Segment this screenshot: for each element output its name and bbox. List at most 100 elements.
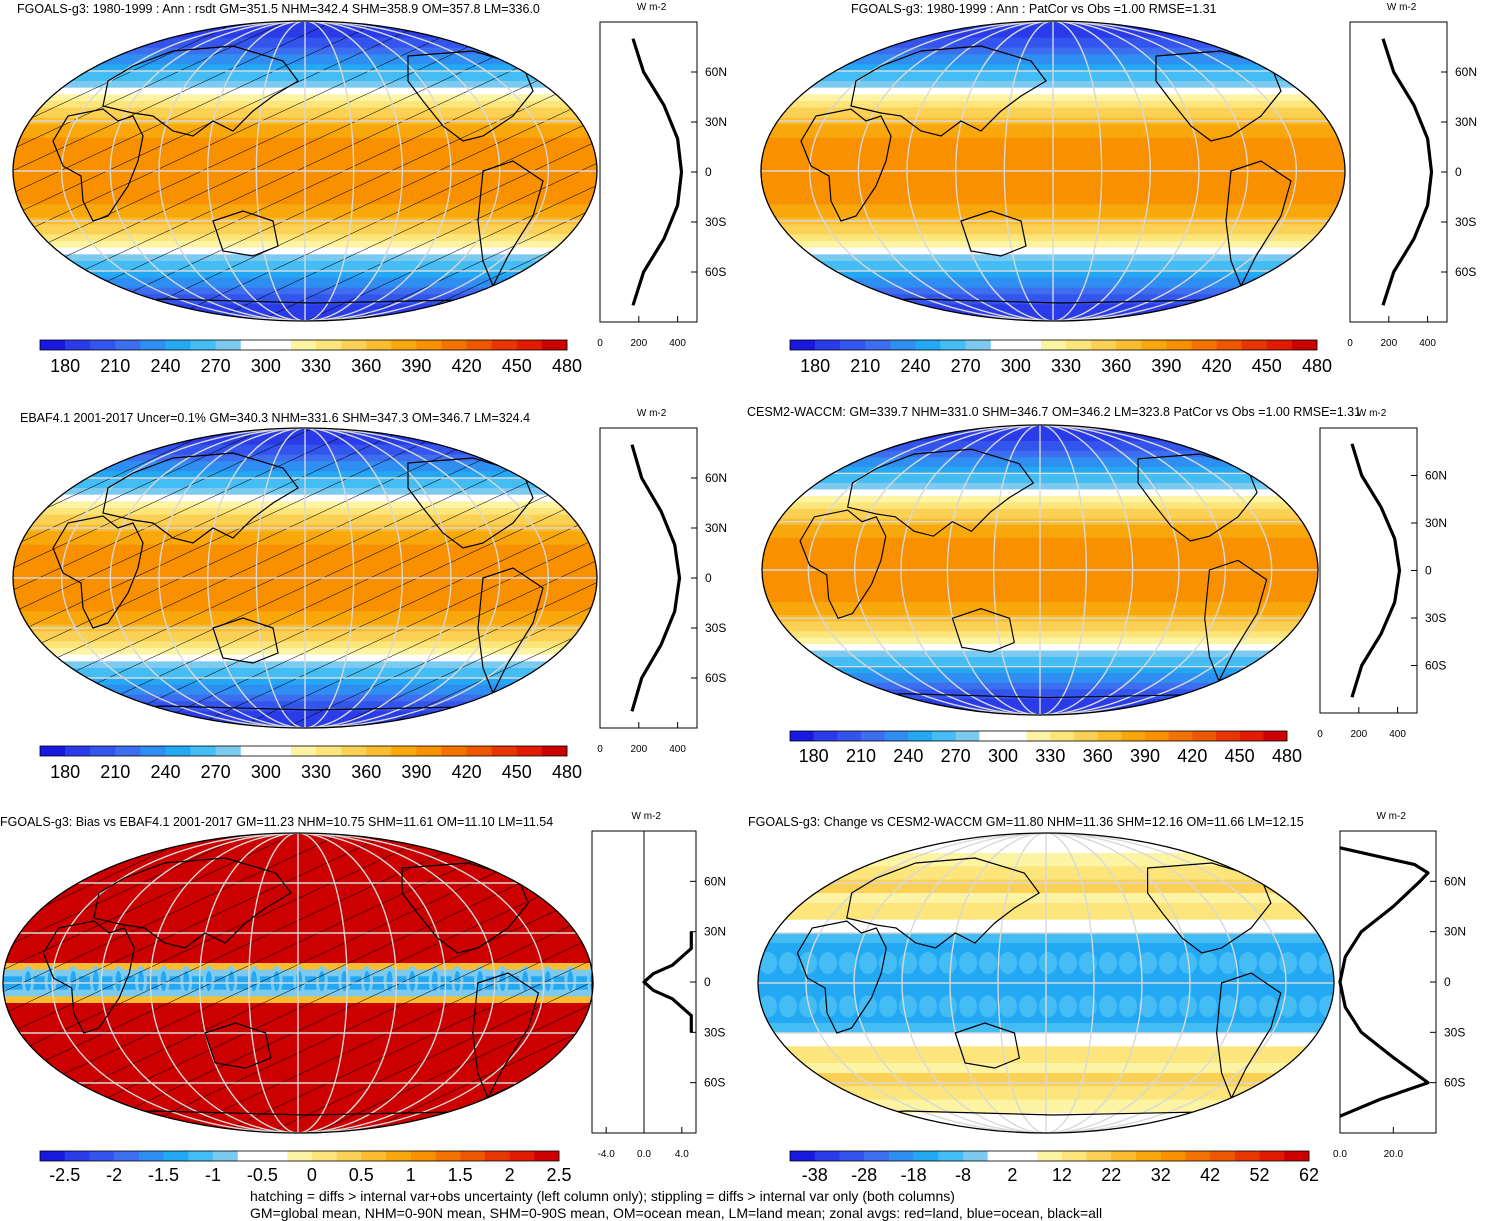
colorbar-swatch (391, 340, 416, 350)
colorbar-swatch (814, 731, 838, 741)
colorbar-swatch (1240, 731, 1264, 741)
zonal-ytick-label: 60S (1444, 1076, 1465, 1090)
scallop (1099, 952, 1117, 974)
colorbar-label: 450 (1225, 746, 1255, 766)
scallop (1259, 952, 1277, 974)
colorbar-label: 270 (951, 356, 981, 376)
colorbar-swatch (914, 1151, 939, 1161)
panel-p3: EBAF4.1 2001-2017 Uncer=0.1% GM=340.3 NH… (13, 408, 727, 782)
zonal-xtick-label: 0 (597, 338, 603, 349)
colorbar-label: 42 (1200, 1165, 1220, 1185)
colorbar-label: 450 (502, 356, 532, 376)
colorbar-label: 0 (307, 1165, 317, 1185)
colorbar-swatch (40, 746, 65, 756)
colorbar-label: 480 (552, 762, 582, 782)
scallop (919, 995, 937, 1017)
colorbar-swatch (40, 1151, 65, 1161)
colorbar-label: 390 (401, 762, 431, 782)
colorbar-swatch (1192, 731, 1216, 741)
colorbar-swatch (1260, 1151, 1285, 1161)
zonal-ytick-label: 0 (1444, 975, 1451, 989)
colorbar-label: 450 (1252, 356, 1282, 376)
colorbar-swatch (534, 1151, 559, 1161)
zonal-ytick-label: 0 (705, 571, 712, 585)
zonal-ytick-label: 0 (705, 165, 712, 179)
scallop (859, 995, 877, 1017)
colorbar-swatch (416, 746, 441, 756)
colorbar-swatch (885, 731, 909, 741)
zonal-xtick-label: 400 (1419, 338, 1436, 349)
colorbar-swatch (65, 746, 90, 756)
colorbar-swatch (238, 1151, 263, 1161)
zonal-curve-all (1383, 39, 1432, 306)
colorbar-label: 330 (1051, 356, 1081, 376)
colorbar-swatch (40, 340, 65, 350)
colorbar-swatch (140, 340, 165, 350)
zonal-xtick-label: 200 (1350, 729, 1367, 740)
colorbar-label: 2.5 (546, 1165, 571, 1185)
colorbar-swatch (861, 731, 885, 741)
colorbar-swatch (216, 746, 241, 756)
colorbar-swatch (266, 340, 291, 350)
zonal-curve-all (632, 445, 680, 712)
colorbar-swatch (341, 340, 366, 350)
zonal-ytick-label: 0 (1455, 165, 1462, 179)
colorbar-swatch (1192, 340, 1217, 350)
colorbar-swatch (312, 1151, 337, 1161)
colorbar-swatch (287, 1151, 312, 1161)
zonal-curve-all (644, 932, 691, 1033)
colorbar-label: 390 (401, 356, 431, 376)
colorbar-swatch (1145, 731, 1169, 741)
colorbar-label: 360 (351, 762, 381, 782)
colorbar-swatch (90, 340, 115, 350)
zonal-ytick-label: 60N (1455, 65, 1477, 79)
footer-line-1: hatching = diffs > internal var+obs unce… (250, 1188, 955, 1204)
colorbar-swatch (89, 1151, 114, 1161)
colorbar-swatch (840, 340, 865, 350)
colorbar-label: 300 (251, 356, 281, 376)
colorbar-swatch (963, 1151, 988, 1161)
colorbar-swatch (140, 746, 165, 756)
scallop (1199, 952, 1217, 974)
colorbar-swatch (361, 1151, 386, 1161)
panel-title: FGOALS-g3: Bias vs EBAF4.1 2001-2017 GM=… (0, 815, 553, 829)
scallop (1299, 952, 1317, 974)
colorbar-label: -2.5 (49, 1165, 80, 1185)
zonal-unit: W m-2 (1387, 2, 1417, 13)
colorbar-swatch (341, 746, 366, 756)
panel-title: FGOALS-g3: 1980-1999 : Ann : rsdt GM=351… (17, 2, 540, 16)
colorbar-swatch (979, 731, 1003, 741)
colorbar-swatch (1074, 731, 1098, 741)
colorbar-label: 180 (799, 746, 829, 766)
colorbar-swatch (291, 746, 316, 756)
colorbar-swatch (1217, 340, 1242, 350)
colorbar-swatch (1210, 1151, 1235, 1161)
colorbar-swatch (1037, 1151, 1062, 1161)
scallop (1039, 952, 1057, 974)
scallop (1159, 995, 1177, 1017)
colorbar-swatch (1284, 1151, 1309, 1161)
zonal-ytick-label: 60N (704, 874, 726, 888)
colorbar-swatch (115, 746, 140, 756)
panel-p6: FGOALS-g3: Change vs CESM2-WACCM GM=11.8… (748, 811, 1466, 1185)
scallop (999, 995, 1017, 1017)
panel-title: FGOALS-g3: 1980-1999 : Ann : PatCor vs O… (851, 2, 1217, 16)
colorbar-swatch (291, 340, 316, 350)
colorbar-swatch (956, 731, 980, 741)
colorbar-swatch (1169, 731, 1193, 741)
colorbar-swatch (837, 731, 861, 741)
zonal-ytick-label: 60N (705, 65, 727, 79)
colorbar-swatch (1121, 731, 1145, 741)
scallop (879, 995, 897, 1017)
colorbar-swatch (1111, 1151, 1136, 1161)
scallop (979, 995, 997, 1017)
colorbar-swatch (1066, 340, 1091, 350)
colorbar-swatch (889, 1151, 914, 1161)
colorbar-swatch (262, 1151, 287, 1161)
scallop (959, 952, 977, 974)
scallop (1239, 952, 1257, 974)
